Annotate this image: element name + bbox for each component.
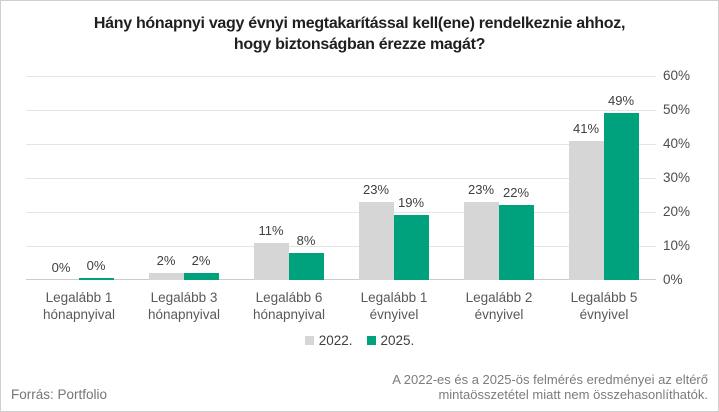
note-line-1: A 2022-es és a 2025-ös felmérés eredmény… — [392, 372, 708, 387]
y-axis-tick: 0% — [663, 272, 683, 287]
value-label: 11% — [258, 223, 284, 238]
gridline — [26, 178, 656, 179]
note-line-2: mintaösszetétel miatt nem összehasonlíth… — [438, 387, 708, 402]
value-label: 49% — [607, 93, 635, 108]
legend-item-2025: 2025. — [366, 333, 415, 348]
y-axis-tick: 40% — [663, 136, 691, 151]
value-label: 19% — [397, 195, 425, 210]
bar-2022-group6 — [569, 141, 604, 280]
bar-2025-group1 — [79, 278, 114, 280]
bar-2025-group6 — [604, 113, 639, 280]
value-label: 23% — [362, 182, 390, 197]
gridline — [26, 110, 656, 111]
value-label: 2% — [191, 253, 211, 268]
value-label: 8% — [296, 233, 316, 248]
bar-2022-group4 — [359, 202, 394, 280]
y-axis-tick: 50% — [663, 102, 691, 117]
bar-2025-group2 — [184, 273, 219, 280]
bar-2022-group5 — [464, 202, 499, 280]
value-label: 41% — [572, 121, 600, 136]
legend-swatch-icon — [304, 336, 314, 345]
bar-2022-group3 — [254, 243, 289, 280]
legend-label: 2022. — [318, 333, 353, 348]
y-axis-tick: 60% — [663, 68, 691, 83]
bar-2025-group4 — [394, 215, 429, 280]
gridline — [26, 76, 656, 77]
x-axis-label: Legalább 6 hónapnyival — [252, 290, 326, 322]
legend: 2022. 2025. — [1, 333, 718, 348]
chart-title: Hány hónapnyi vagy évnyi megtakarítással… — [93, 15, 626, 53]
gridline — [26, 212, 656, 213]
legend-label: 2025. — [380, 333, 415, 348]
value-label: 0% — [86, 258, 106, 273]
x-axis-label: Legalább 3 hónapnyival — [147, 290, 221, 322]
x-axis-label: Legalább 1 hónapnyival — [42, 290, 116, 322]
y-axis-tick: 30% — [663, 170, 691, 185]
gridline — [26, 144, 656, 145]
x-axis-label: Legalább 2 évnyivel — [465, 290, 533, 322]
plot-area: 0% 2% 11% 23% 23% 41% 0% 2% 8% 19% 22% 49% — [26, 76, 656, 280]
legend-item-2022: 2022. — [304, 333, 353, 348]
y-axis-tick: 20% — [663, 204, 691, 219]
legend-swatch-icon — [366, 336, 376, 345]
note-text: A 2022-es és a 2025-ös felmérés eredmény… — [392, 372, 708, 402]
bar-2022-group2 — [149, 273, 184, 280]
value-label: 23% — [467, 182, 495, 197]
value-label: 22% — [502, 185, 530, 200]
value-label: 2% — [156, 253, 176, 268]
x-axis-label: Legalább 5 évnyivel — [570, 290, 638, 322]
x-axis-label: Legalább 1 évnyivel — [360, 290, 428, 322]
bar-2025-group5 — [499, 205, 534, 280]
gridline — [26, 246, 656, 247]
y-axis-tick: 10% — [663, 238, 691, 253]
x-axis-line — [26, 279, 656, 280]
bar-2025-group3 — [289, 253, 324, 280]
value-label: 0% — [51, 260, 71, 275]
source-label: Forrás: Portfolio — [11, 387, 108, 402]
